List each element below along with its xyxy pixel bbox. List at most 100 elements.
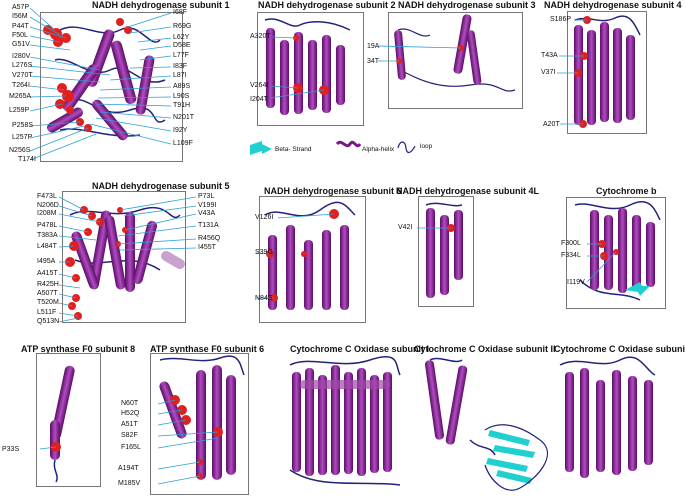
- mutation-label: N256S: [9, 147, 31, 154]
- mutation-label: V264I: [250, 82, 269, 89]
- nd3-structure: [378, 14, 516, 92]
- mutation-label: I204T: [250, 96, 268, 103]
- mutation-label: F334L: [561, 252, 581, 259]
- alpha-helix-icon: [335, 140, 362, 148]
- mutation-label: P44T: [12, 23, 29, 30]
- mutation-label: M185V: [118, 480, 141, 487]
- mutation-label: A51T: [121, 421, 138, 428]
- mutation-label: G51V: [12, 41, 30, 48]
- nd1-title: NADH dehydrogenase subunit 1: [92, 0, 230, 10]
- mutation-label: S82F: [121, 432, 138, 439]
- cox3-title: Cytochrome C Oxidase subunit III: [554, 344, 685, 354]
- nd2-title: NADH dehydrogenase subunit 2: [258, 0, 396, 10]
- mutation-label: V43A: [198, 210, 216, 217]
- mutation-label: T91H: [173, 102, 191, 109]
- nd4-structure: [557, 15, 641, 128]
- mutation-label: V37I: [541, 69, 556, 76]
- cytb-structure: [574, 200, 661, 301]
- mutation-label: L257P: [12, 134, 33, 141]
- atp8-structure: [39, 365, 75, 483]
- mutation-label: V42I: [398, 224, 413, 231]
- mutation-label: L87I: [173, 72, 187, 79]
- nd5-structure: [58, 196, 197, 323]
- nd6-structure: [255, 201, 356, 310]
- mutation-label: A57P: [12, 4, 30, 11]
- mutation-label: V199I: [198, 202, 217, 209]
- mutation-label: L259P: [9, 107, 30, 114]
- nd1-structure: [29, 7, 172, 161]
- mutation-label: 19A: [367, 43, 380, 50]
- mutation-label: T264I: [12, 82, 30, 89]
- atp6-title: ATP synthase F0 subunit 6: [150, 344, 265, 354]
- mutation-label: I208M: [37, 210, 57, 217]
- mutation-label: T43A: [541, 52, 558, 59]
- atp8-title: ATP synthase F0 subunit 8: [21, 344, 136, 354]
- mutation-label: L109F: [173, 140, 193, 147]
- mutation-label: Q513N: [37, 318, 60, 325]
- nd2-structure: [264, 18, 351, 115]
- legend-loop-label: loop: [420, 143, 433, 150]
- mutation-label: F300L: [561, 240, 581, 247]
- mutation-label: I495A: [37, 258, 56, 265]
- mutation-label: P258S: [12, 122, 34, 129]
- cox1-structure: [289, 355, 401, 486]
- legend: [250, 140, 416, 155]
- mutation-label: L276S: [12, 62, 33, 69]
- nd5-title: NADH dehydrogenase subunit 5: [92, 181, 230, 191]
- cox3-structure: [559, 356, 656, 478]
- mutation-label: A194T: [118, 465, 139, 472]
- nd4l-structure: [417, 202, 463, 298]
- mutation-label: L62Y: [173, 34, 190, 41]
- mutation-label: N60T: [121, 400, 139, 407]
- mutation-label: L484T: [37, 243, 57, 250]
- legend-beta-label: Beta- Strand: [275, 146, 312, 153]
- mutation-label: A320T: [250, 33, 271, 40]
- mutation-label: A415T: [37, 270, 58, 277]
- mutation-label: F50L: [12, 32, 28, 39]
- mutation-label: N84S: [255, 295, 273, 302]
- mutation-label: V126I: [255, 214, 274, 221]
- mutation-label: A20T: [543, 121, 560, 128]
- mutation-label: R425H: [37, 281, 59, 288]
- mutation-label: D58E: [173, 42, 191, 49]
- atp6-structure: [157, 355, 245, 485]
- mutation-label: V270T: [12, 72, 33, 79]
- mutation-label: T383A: [37, 232, 58, 239]
- mutation-label: I83F: [173, 63, 188, 70]
- mutation-label: I56M: [12, 13, 28, 20]
- mutation-label: N206D: [37, 202, 59, 209]
- mutation-label: I92Y: [173, 127, 188, 134]
- cytb-title: Cytochrome b: [596, 186, 657, 196]
- mutation-label: A89S: [173, 83, 191, 90]
- mutation-label: S39G: [255, 249, 273, 256]
- mutation-label: F473L: [37, 193, 57, 200]
- mutation-label: P33S: [2, 446, 20, 453]
- mutation-label: T131A: [198, 222, 219, 229]
- mutation-label: L77F: [173, 52, 189, 59]
- cox1-title: Cytochrome C Oxidase subunit I: [290, 344, 430, 354]
- mutation-label: P478L: [37, 222, 58, 229]
- mutation-label: H52Q: [121, 410, 140, 417]
- beta-strand-icon: [250, 141, 272, 155]
- mutation-label: F165L: [121, 444, 141, 451]
- mutation-label: S186P: [550, 16, 572, 23]
- mutation-label: T174I: [18, 156, 36, 163]
- mutation-label: L90S: [173, 93, 190, 100]
- cox2-title: Cytochrome C Oxidase subunit II: [414, 344, 556, 354]
- mutation-label: I455T: [198, 244, 216, 251]
- mutation-label: L511F: [37, 309, 57, 316]
- mutation-label: A507T: [37, 290, 58, 297]
- legend-alpha-label: Alpha-helix: [362, 146, 395, 153]
- mutation-label: I119V: [567, 279, 585, 286]
- mutation-label: P73L: [198, 193, 215, 200]
- mutation-label: R456Q: [198, 235, 221, 242]
- loop-icon: [397, 141, 416, 154]
- nd4-title: NADH dehydrogenase subunit 4: [544, 0, 682, 10]
- mutation-label: I280V: [12, 53, 31, 60]
- nd3-title: NADH dehydrogenase subunit 3: [398, 0, 536, 10]
- mutation-label: R69G: [173, 23, 192, 30]
- mutation-label: N201T: [173, 114, 195, 121]
- cox2-structure: [424, 357, 548, 491]
- nd6-title: NADH dehydrogenase subunit 6: [264, 186, 402, 196]
